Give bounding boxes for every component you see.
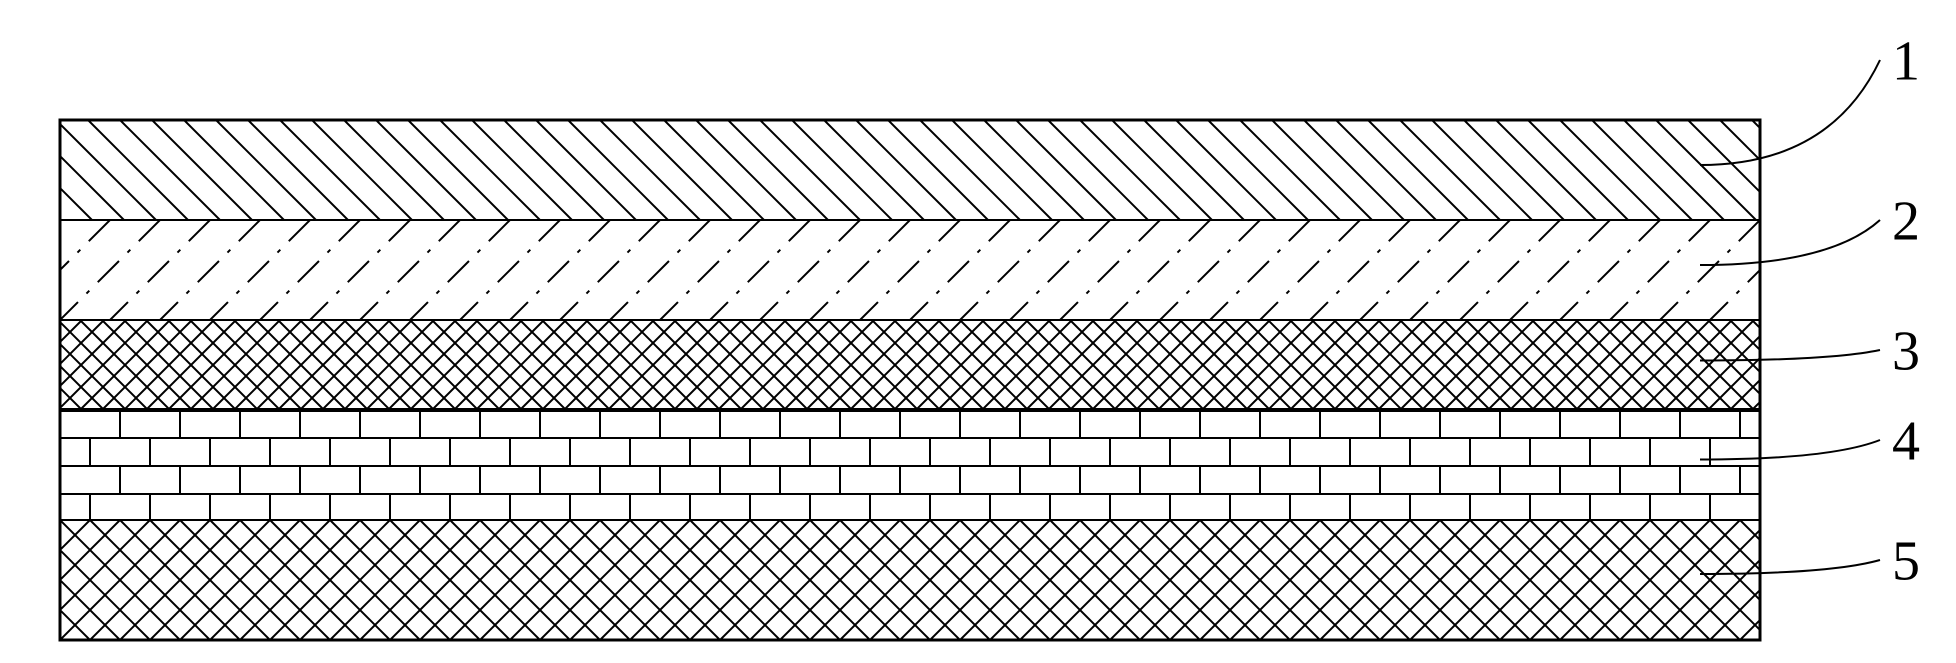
label-layer-1: 1 bbox=[1892, 31, 1920, 93]
label-layer-3: 3 bbox=[1892, 321, 1920, 383]
layer-5 bbox=[0, 520, 1890, 640]
label-layer-5: 5 bbox=[1892, 531, 1920, 593]
label-layer-4: 4 bbox=[1892, 411, 1920, 473]
layer-2 bbox=[0, 220, 1910, 320]
leader-layer-2 bbox=[1700, 220, 1880, 265]
leader-layer-3 bbox=[1700, 350, 1880, 361]
layer-1 bbox=[0, 120, 1884, 220]
leader-layer-1 bbox=[1700, 60, 1880, 165]
layered-diagram: 1 2 3 4 5 bbox=[0, 0, 1956, 663]
leader-layer-4 bbox=[1700, 440, 1880, 460]
layer-4 bbox=[60, 410, 1760, 520]
label-layer-2: 2 bbox=[1892, 191, 1920, 253]
layer-3 bbox=[0, 320, 1864, 410]
